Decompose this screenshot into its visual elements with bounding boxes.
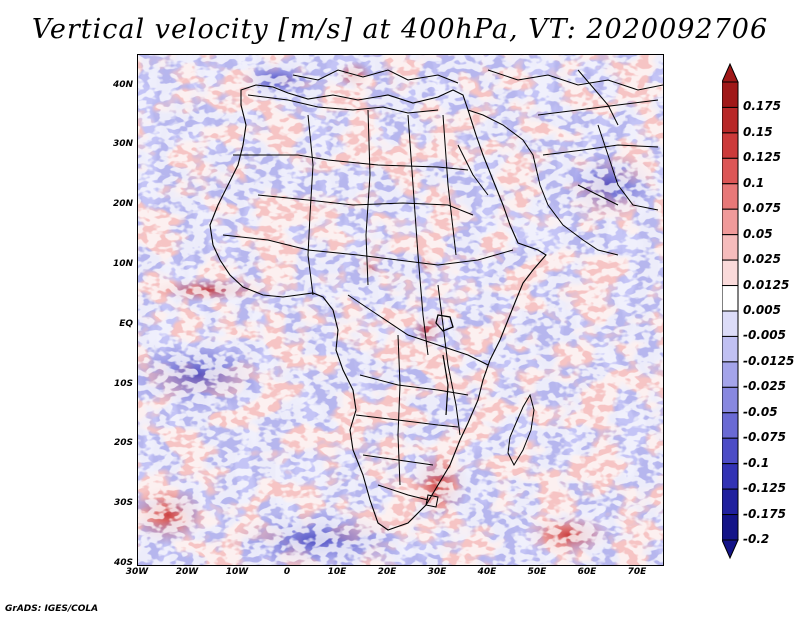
colorbar-label: -0.05 [743, 404, 778, 419]
colorbar-label: 0.0125 [743, 277, 790, 292]
lon-label-10e: 10E [327, 567, 347, 577]
colorbar-label: -0.175 [743, 506, 786, 521]
map-panel [137, 54, 664, 566]
lon-label-0: 0 [283, 567, 291, 577]
colorbar-box [722, 285, 739, 312]
lat-label-20s: 20S [113, 438, 133, 448]
colorbar-box [722, 514, 739, 541]
lat-label-10n: 10N [112, 259, 133, 269]
colorbar-box [722, 132, 739, 159]
lon-label-60e: 60E [577, 567, 597, 577]
velocity-field [138, 55, 663, 565]
colorbar-box [722, 208, 739, 236]
software-credit: GrADS: IGES/COLA [5, 604, 99, 614]
colorbar-label: 0.15 [743, 124, 773, 139]
colorbar-box [722, 361, 739, 388]
colorbar-box [722, 234, 739, 261]
lon-label-20e: 20E [377, 567, 397, 577]
colorbar-label: -0.025 [743, 379, 786, 394]
lon-label-40e: 40E [477, 567, 497, 577]
lon-label-50e: 50E [527, 567, 547, 577]
colorbar-box [722, 335, 739, 363]
colorbar-label: 0.05 [743, 226, 773, 241]
lat-label-40s: 40S [113, 558, 133, 568]
lat-label-30s: 30S [113, 498, 133, 508]
colorbar-box [722, 259, 739, 287]
colorbar-label: 0.075 [743, 201, 781, 216]
lon-label-30e: 30E [427, 567, 447, 577]
colorbar-box [722, 488, 739, 516]
colorbar-top-arrow [722, 62, 739, 83]
lat-label-30n: 30N [112, 139, 133, 149]
colorbar-label: -0.0125 [743, 353, 795, 368]
colorbar-label: -0.125 [743, 481, 786, 496]
lat-label-10s: 10S [113, 379, 133, 389]
colorbar-box [722, 437, 739, 465]
colorbar-label: -0.1 [743, 455, 770, 470]
colorbar-box [722, 310, 739, 337]
colorbar-label: -0.2 [743, 532, 770, 546]
colorbar-label: 0.175 [743, 99, 781, 114]
lon-label-20w: 20W [175, 567, 199, 577]
map-title: Vertical velocity [m/s] at 400hPa, VT: 2… [31, 14, 769, 45]
coastlines-and-borders [209, 69, 663, 531]
colorbar-box [722, 81, 739, 108]
lon-label-30w: 30W [125, 567, 149, 577]
colorbar-box [722, 463, 739, 490]
colorbar-box [722, 106, 739, 134]
colorbar-label: -0.005 [743, 328, 786, 343]
colorbar-label: 0.025 [743, 252, 781, 267]
colorbar-label: 0.005 [743, 303, 781, 317]
colorbar-box [722, 183, 739, 210]
lat-label-eq: EQ [119, 319, 133, 329]
lon-label-70e: 70E [627, 567, 647, 577]
colorbar-box [722, 157, 739, 185]
lat-label-40n: 40N [112, 80, 133, 90]
colorbar-bottom-arrow [722, 539, 739, 560]
colorbar-box [722, 412, 739, 439]
colorbar-label: -0.075 [743, 430, 786, 445]
colorbar-box [722, 386, 739, 414]
colorbar [722, 62, 739, 560]
lat-label-20n: 20N [112, 199, 133, 209]
lon-label-10w: 10W [225, 567, 249, 577]
colorbar-label: 0.125 [743, 150, 781, 165]
colorbar-label: 0.1 [743, 175, 765, 190]
